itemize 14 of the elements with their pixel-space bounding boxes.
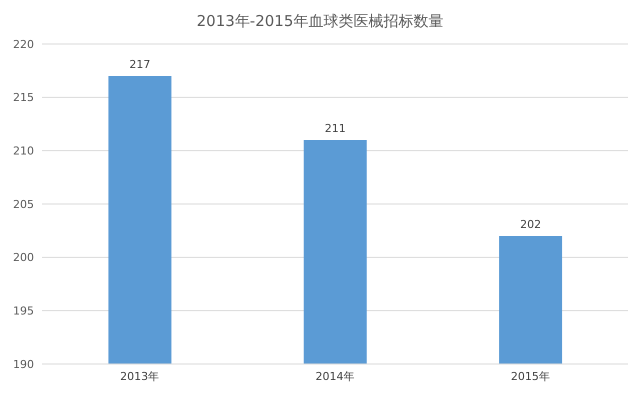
y-tick-label: 190 xyxy=(13,358,34,371)
data-label: 202 xyxy=(520,218,542,231)
y-tick-label: 220 xyxy=(13,38,34,51)
chart-title: 2013年-2015年血球类医械招标数量 xyxy=(196,11,444,32)
y-tick-label: 205 xyxy=(13,198,34,211)
y-tick-label: 210 xyxy=(13,144,34,158)
x-tick-label: 2015年 xyxy=(510,370,550,383)
y-tick-label: 215 xyxy=(13,91,34,104)
y-tick-label: 200 xyxy=(13,251,34,264)
data-label: 217 xyxy=(129,58,150,71)
y-tick-label: 195 xyxy=(13,304,34,318)
data-label: 211 xyxy=(324,122,346,135)
x-tick-label: 2013年 xyxy=(120,370,160,383)
x-tick-label: 2014年 xyxy=(316,370,354,383)
